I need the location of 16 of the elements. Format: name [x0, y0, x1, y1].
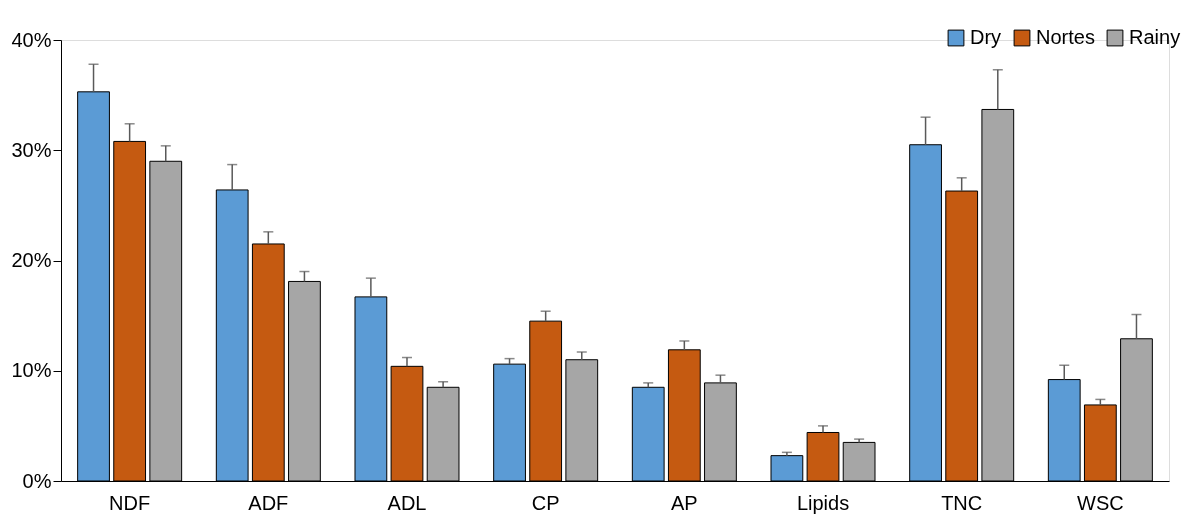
x-tick-label: WSC	[1077, 491, 1124, 514]
x-tick-label: CP	[531, 491, 560, 514]
x-tick-label: TNC	[941, 491, 983, 514]
legend-label: Nortes	[1036, 26, 1095, 48]
x-tick-label: AP	[670, 491, 698, 514]
x-tick-label: NDF	[109, 491, 151, 514]
y-tick-label: 20%	[11, 249, 52, 271]
y-tick-label: 10%	[11, 359, 52, 382]
legend-label: Rainy	[1129, 26, 1181, 48]
legend-label: Dry	[970, 26, 1002, 48]
y-tick-label: 30%	[11, 138, 52, 161]
x-tick-label: Lipids	[796, 491, 850, 514]
y-tick-label: 0%	[22, 469, 52, 492]
x-tick-label: ADF	[248, 491, 289, 514]
y-tick-label: 40%	[11, 28, 52, 51]
x-tick-label: ADL	[387, 491, 427, 514]
